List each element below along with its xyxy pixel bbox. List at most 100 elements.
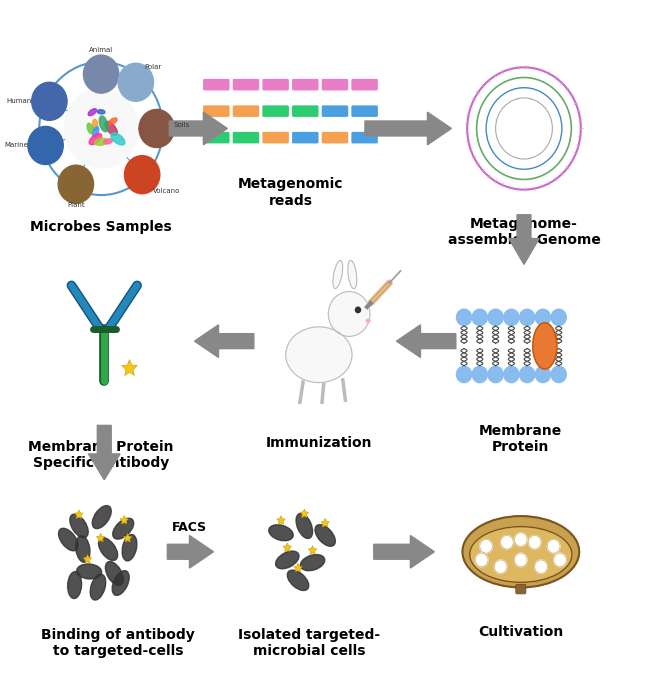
- Polygon shape: [294, 563, 302, 572]
- FancyArrow shape: [89, 425, 120, 479]
- FancyArrow shape: [374, 536, 434, 568]
- FancyBboxPatch shape: [232, 132, 259, 143]
- FancyArrow shape: [365, 112, 451, 145]
- Circle shape: [488, 309, 503, 325]
- Text: Human: Human: [7, 98, 32, 104]
- Polygon shape: [283, 543, 291, 551]
- FancyBboxPatch shape: [322, 132, 348, 143]
- Ellipse shape: [105, 562, 123, 586]
- Ellipse shape: [105, 121, 118, 136]
- Ellipse shape: [300, 555, 325, 571]
- Circle shape: [65, 89, 138, 168]
- Text: Metagenome-
assembled Genome: Metagenome- assembled Genome: [447, 217, 600, 247]
- Circle shape: [520, 366, 535, 383]
- Ellipse shape: [333, 260, 343, 288]
- FancyBboxPatch shape: [263, 79, 289, 90]
- Text: Plant: Plant: [67, 201, 85, 208]
- Circle shape: [535, 366, 550, 383]
- Ellipse shape: [286, 327, 352, 383]
- Text: Immunization: Immunization: [266, 436, 372, 450]
- Circle shape: [84, 55, 119, 93]
- Text: Marine: Marine: [5, 142, 29, 149]
- FancyBboxPatch shape: [263, 105, 289, 117]
- Ellipse shape: [76, 536, 90, 562]
- Ellipse shape: [122, 534, 137, 561]
- Circle shape: [118, 63, 153, 101]
- Ellipse shape: [68, 571, 82, 599]
- Ellipse shape: [366, 319, 370, 322]
- Circle shape: [28, 127, 63, 164]
- Circle shape: [520, 309, 535, 325]
- FancyArrow shape: [195, 325, 254, 358]
- Circle shape: [456, 366, 471, 383]
- Text: Metagenomic
reads: Metagenomic reads: [238, 177, 343, 208]
- Ellipse shape: [533, 323, 557, 369]
- FancyBboxPatch shape: [351, 105, 378, 117]
- Circle shape: [547, 540, 560, 553]
- FancyBboxPatch shape: [232, 79, 259, 90]
- Circle shape: [501, 536, 513, 549]
- FancyBboxPatch shape: [292, 105, 319, 117]
- Circle shape: [355, 307, 360, 312]
- FancyBboxPatch shape: [203, 105, 230, 117]
- Text: Isolated targeted-
microbial cells: Isolated targeted- microbial cells: [238, 628, 381, 658]
- Ellipse shape: [93, 127, 99, 137]
- Ellipse shape: [70, 514, 88, 538]
- Circle shape: [535, 560, 547, 573]
- Text: Microbes Samples: Microbes Samples: [30, 220, 172, 234]
- FancyArrow shape: [167, 536, 214, 568]
- Circle shape: [125, 155, 160, 194]
- Circle shape: [32, 82, 67, 121]
- Circle shape: [456, 309, 471, 325]
- Ellipse shape: [113, 519, 134, 539]
- Circle shape: [528, 536, 541, 549]
- Ellipse shape: [296, 513, 313, 538]
- Circle shape: [139, 110, 174, 147]
- FancyArrow shape: [169, 112, 227, 145]
- Circle shape: [504, 309, 519, 325]
- FancyBboxPatch shape: [232, 105, 259, 117]
- Circle shape: [480, 540, 492, 553]
- Circle shape: [472, 309, 487, 325]
- Circle shape: [488, 366, 503, 383]
- FancyBboxPatch shape: [203, 132, 230, 143]
- Circle shape: [504, 366, 519, 383]
- Circle shape: [554, 553, 566, 566]
- Circle shape: [515, 553, 527, 566]
- Ellipse shape: [269, 525, 293, 540]
- Polygon shape: [277, 516, 285, 524]
- FancyBboxPatch shape: [292, 132, 319, 143]
- Ellipse shape: [462, 516, 579, 588]
- Text: FACS: FACS: [172, 521, 207, 534]
- Ellipse shape: [112, 571, 129, 595]
- Circle shape: [328, 292, 370, 336]
- Ellipse shape: [92, 506, 111, 529]
- Polygon shape: [74, 510, 83, 519]
- FancyBboxPatch shape: [516, 584, 526, 594]
- Ellipse shape: [111, 133, 125, 145]
- Text: Polar: Polar: [144, 64, 161, 71]
- Text: Binding of antibody
to targeted-cells: Binding of antibody to targeted-cells: [41, 628, 195, 658]
- FancyArrow shape: [396, 325, 456, 358]
- Text: Animal: Animal: [89, 47, 113, 53]
- Ellipse shape: [276, 551, 299, 569]
- Text: Membrane Protein
Specific Antibody: Membrane Protein Specific Antibody: [28, 440, 174, 470]
- Polygon shape: [321, 519, 329, 527]
- Circle shape: [475, 553, 488, 566]
- Circle shape: [494, 560, 507, 573]
- Ellipse shape: [109, 118, 117, 124]
- Ellipse shape: [95, 138, 108, 145]
- Ellipse shape: [76, 564, 102, 579]
- Text: Cultivation: Cultivation: [478, 625, 564, 639]
- FancyBboxPatch shape: [351, 79, 378, 90]
- FancyBboxPatch shape: [292, 79, 319, 90]
- Ellipse shape: [97, 110, 105, 114]
- Circle shape: [551, 366, 566, 383]
- Circle shape: [58, 165, 93, 203]
- Ellipse shape: [99, 538, 118, 560]
- Circle shape: [535, 309, 550, 325]
- Polygon shape: [121, 360, 137, 375]
- Polygon shape: [120, 516, 129, 524]
- Ellipse shape: [99, 116, 108, 132]
- Ellipse shape: [348, 260, 357, 288]
